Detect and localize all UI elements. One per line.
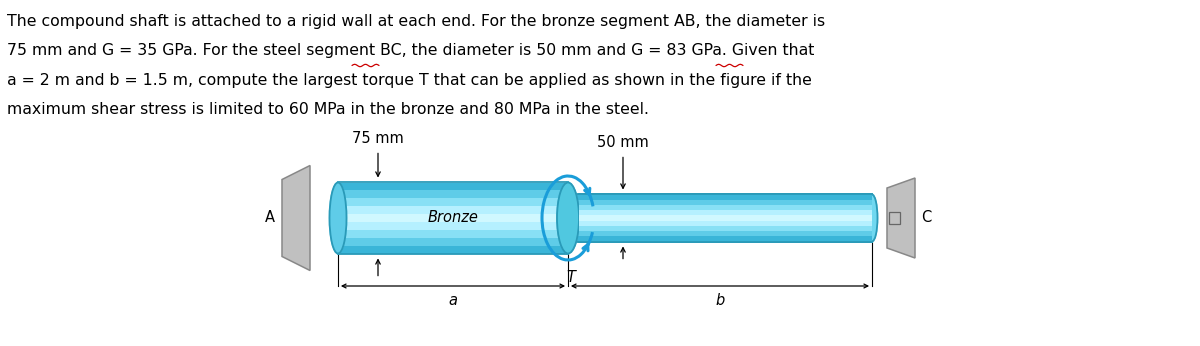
Bar [568, 210, 872, 216]
Text: b: b [715, 293, 725, 308]
Bar [568, 221, 872, 226]
Bar [338, 222, 568, 230]
Text: T: T [566, 270, 576, 285]
Bar [568, 200, 872, 205]
Bar [580, 231, 872, 236]
Bar [338, 182, 568, 190]
Text: maximum shear stress is limited to 60 MPa in the bronze and 80 MPa in the steel.: maximum shear stress is limited to 60 MP… [7, 102, 649, 118]
Text: 75 mm: 75 mm [352, 131, 404, 146]
Bar [568, 226, 872, 231]
Text: C: C [922, 210, 931, 226]
Ellipse shape [557, 182, 580, 254]
Bar [580, 200, 872, 205]
Bar [338, 230, 568, 238]
Bar [338, 198, 568, 206]
Bar [580, 236, 872, 242]
Text: a = 2 m and b = 1.5 m, compute the largest torque T that can be applied as shown: a = 2 m and b = 1.5 m, compute the large… [7, 73, 812, 88]
Bar [568, 194, 872, 200]
Bar [568, 205, 872, 210]
Bar [580, 194, 872, 200]
Polygon shape [887, 178, 914, 258]
Bar [568, 236, 872, 242]
Bar [338, 190, 568, 198]
Text: a: a [449, 293, 457, 308]
Text: B: B [582, 210, 592, 226]
Bar [580, 210, 872, 216]
Bar [568, 216, 872, 221]
Text: A: A [265, 210, 275, 226]
Bar [338, 206, 568, 214]
Bar [338, 246, 568, 254]
Ellipse shape [330, 182, 347, 254]
Bar [580, 205, 872, 210]
Bar [580, 226, 872, 231]
Text: 75 mm and G = 35 GPa. For the steel segment BC, the diameter is 50 mm and G = 83: 75 mm and G = 35 GPa. For the steel segm… [7, 44, 815, 58]
Polygon shape [282, 165, 310, 271]
Text: The compound shaft is attached to a rigid wall at each end. For the bronze segme: The compound shaft is attached to a rigi… [7, 14, 826, 29]
Text: Bronze: Bronze [427, 210, 479, 226]
Bar [568, 231, 872, 236]
Bar [889, 212, 900, 224]
Text: Steel: Steel [714, 210, 750, 226]
Ellipse shape [866, 194, 877, 242]
Bar [580, 216, 872, 221]
Text: 50 mm: 50 mm [598, 136, 649, 151]
Bar [338, 238, 568, 246]
Bar [338, 214, 568, 222]
Bar [580, 221, 872, 226]
